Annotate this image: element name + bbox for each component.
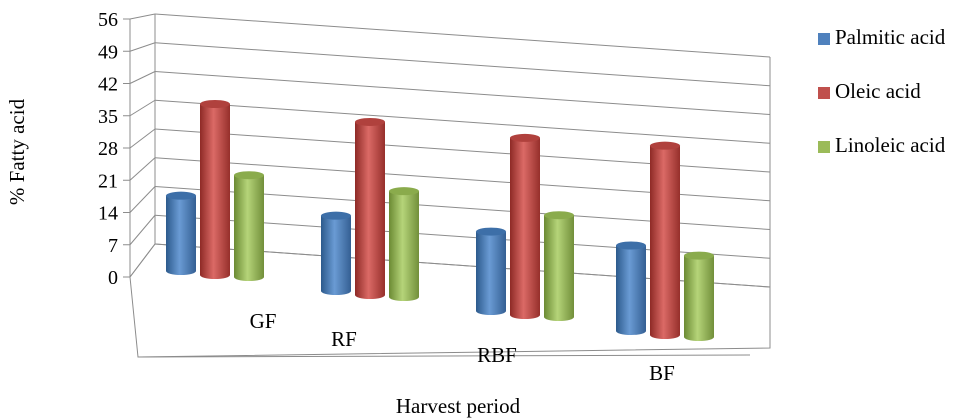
bar-body — [684, 255, 714, 341]
bar-top — [321, 211, 351, 220]
y-axis-title: % Fatty acid — [5, 98, 29, 205]
y-tick-label: 21 — [98, 170, 118, 192]
legend-item: Linoleic acid — [818, 132, 968, 157]
y-tick-label: 35 — [98, 106, 118, 128]
bar — [166, 191, 196, 275]
bar — [234, 171, 264, 281]
legend-swatch — [818, 87, 830, 99]
gridline-side — [129, 128, 156, 149]
gridline — [154, 42, 771, 87]
bar — [355, 117, 385, 299]
y-tick-label: 14 — [98, 203, 118, 225]
y-tick-label: 56 — [98, 9, 118, 31]
bar-body — [389, 191, 419, 301]
gridline — [154, 13, 771, 58]
y-tick-labels: 0 7 14 21 28 35 42 49 56 — [98, 9, 118, 289]
x-tick-label: GF — [250, 309, 277, 333]
bar-top — [389, 187, 419, 196]
bar — [510, 133, 540, 319]
legend-label: Palmitic acid — [835, 25, 946, 49]
bar-top — [616, 241, 646, 250]
gridline-side — [129, 42, 156, 52]
y-tick-label: 49 — [98, 41, 118, 63]
bar-top — [544, 211, 574, 220]
bar-top — [200, 100, 230, 108]
gridline-side — [129, 71, 156, 84]
bar-body — [476, 231, 506, 315]
bar-top — [355, 117, 385, 126]
legend-item: Oleic acid — [818, 78, 968, 103]
bar-top — [166, 191, 196, 200]
bar-body — [510, 137, 540, 319]
bars — [166, 100, 714, 341]
legend-item: Palmitic acid — [818, 24, 968, 49]
x-tick-label: BF — [649, 361, 675, 385]
gridline-side — [129, 13, 156, 20]
legend-swatch — [818, 33, 830, 45]
floor — [129, 243, 771, 358]
bar-top — [234, 171, 264, 180]
legend-swatch — [818, 141, 830, 153]
bar — [200, 100, 230, 279]
bar-body — [166, 195, 196, 275]
y-tick-label: 7 — [108, 235, 118, 257]
bar — [544, 211, 574, 321]
bar-top — [650, 141, 680, 150]
gridline-side — [129, 157, 156, 181]
x-axis-title: Harvest period — [396, 394, 521, 418]
bar-top — [510, 133, 540, 142]
x-tick-labels: GF RF RBF BF — [250, 309, 675, 385]
gridline-side — [129, 186, 156, 213]
x-axis-line — [137, 354, 751, 358]
bar-body — [234, 175, 264, 281]
legend-label: Oleic acid — [835, 79, 921, 103]
bar-body — [200, 104, 230, 279]
bar — [616, 241, 646, 335]
bar-body — [544, 215, 574, 321]
x-tick-label: RF — [331, 327, 357, 351]
y-tick-label: 42 — [98, 74, 118, 96]
gridline — [154, 71, 771, 115]
bar-body — [355, 121, 385, 299]
bar — [476, 227, 506, 315]
x-tick-label: RBF — [477, 343, 517, 367]
bar — [650, 141, 680, 339]
gridline-side — [129, 214, 156, 246]
gridline-side — [129, 99, 156, 117]
legend-label: Linoleic acid — [835, 133, 946, 157]
bar — [684, 251, 714, 341]
legend: Palmitic acid Oleic acid Linoleic acid — [818, 24, 968, 186]
y-tick-label: 28 — [98, 138, 118, 160]
bar-top — [476, 227, 506, 236]
bar — [389, 187, 419, 301]
gridline — [154, 99, 771, 144]
y-tick-label: 0 — [108, 267, 118, 289]
bar-body — [616, 245, 646, 335]
bar — [321, 211, 351, 295]
bar-body — [650, 145, 680, 339]
bar-top — [684, 251, 714, 260]
bar-body — [321, 215, 351, 295]
